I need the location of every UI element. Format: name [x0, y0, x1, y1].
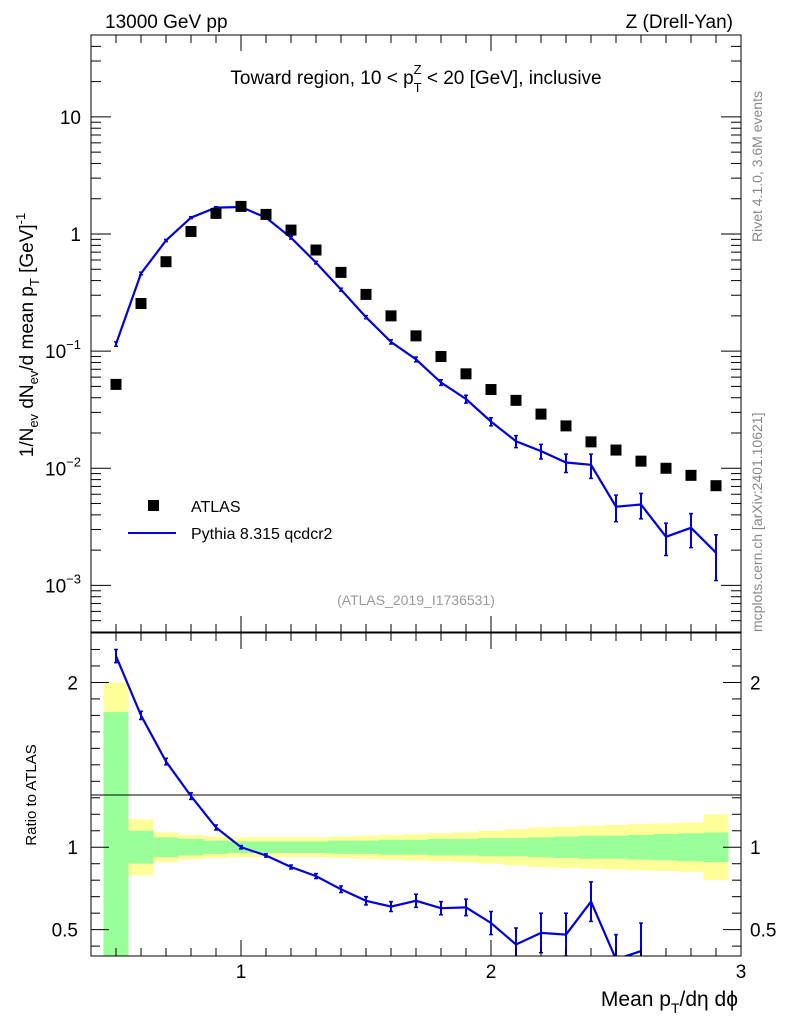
x-tick-label: 1 [236, 962, 247, 983]
legend-label-atlas: ATLAS [191, 499, 241, 516]
atlas-data-point [385, 310, 397, 322]
ratio-band-inner [128, 830, 154, 864]
ratio-band-inner [428, 838, 454, 856]
ratio-band-inner [628, 834, 654, 860]
atlas-data-point [585, 436, 597, 448]
ratio-band-inner [653, 834, 679, 861]
main-data-layer [110, 200, 722, 582]
ratio-band-inner [553, 836, 579, 858]
atlas-data-point [110, 378, 122, 390]
ratio-y-axis-label: Ratio to ATLAS [23, 744, 40, 845]
atlas-data-point [310, 244, 322, 256]
ratio-band-inner [103, 712, 129, 956]
ratio-band-inner [153, 837, 179, 858]
ratio-tick-labels: 0.5 0.5 1 1 2 2 1 2 3 [52, 673, 777, 983]
atlas-data-point [360, 288, 372, 300]
main-y-ticks [91, 34, 741, 633]
ratio-band-inner [328, 840, 354, 854]
ratio-band-inner [203, 840, 229, 854]
legend-marker-atlas [148, 500, 159, 511]
atlas-data-point [485, 384, 497, 396]
atlas-data-point [235, 200, 247, 212]
header-right: Z (Drell-Yan) [626, 12, 733, 33]
atlas-data-point [460, 368, 472, 380]
main-y-axis-label: 1/Nev dNev/d mean pT [GeV]-1 [13, 213, 42, 458]
ratio-y-tick-label: 0.5 [52, 921, 78, 942]
ratio-band-inner [478, 838, 504, 857]
main-y-tick-labels: 10 1 10−1 10−2 10−3 [45, 108, 81, 598]
rivet-label: Rivet 4.1.0, 3.6M events [749, 91, 765, 242]
main-y-tick-label: 10−1 [45, 337, 81, 363]
ratio-data-layer [114, 648, 643, 956]
ratio-band-inner [503, 838, 529, 857]
atlas-data-point [260, 208, 272, 220]
ratio-mc-line [114, 655, 642, 956]
legend: ATLAS Pythia 8.315 qcdcr2 [128, 499, 333, 543]
ratio-y-tick-label-right: 2 [750, 673, 761, 694]
analysis-watermark: (ATLAS_2019_I1736531) [337, 592, 495, 608]
atlas-data-point [335, 266, 347, 278]
x-tick-label: 2 [486, 962, 497, 983]
ratio-band-inner [178, 838, 204, 856]
header-left: 13000 GeV pp [105, 12, 228, 33]
atlas-data-point [210, 207, 222, 219]
atlas-data-point [435, 350, 447, 362]
ratio-panel: 0.5 0.5 1 1 2 2 1 2 3 Ratio to ATLAS Mean pT/dη … [23, 632, 777, 1016]
atlas-data-point [710, 480, 722, 492]
ratio-band-inner [403, 839, 429, 855]
ratio-bands [103, 682, 729, 956]
main-y-tick-label: 10−3 [45, 571, 81, 597]
plot-title: Toward region, 10 < pTZ < 20 [GeV], incl… [230, 62, 601, 95]
ratio-y-tick-label: 2 [67, 673, 78, 694]
atlas-data-point [285, 224, 297, 236]
main-y-tick-label: 10−2 [45, 454, 81, 480]
x-axis-label: Mean pT/dη dϕ [601, 988, 738, 1016]
x-tick-label: 3 [736, 962, 747, 983]
atlas-data-point [535, 408, 547, 420]
ratio-band-inner [278, 841, 304, 854]
ratio-band-inner [378, 839, 404, 855]
ratio-band-inner [453, 838, 479, 856]
main-x-ticks [115, 35, 742, 632]
atlas-data-point [660, 462, 672, 474]
mcplots-label: mcplots.cern.ch [arXiv:2401.10621] [749, 413, 765, 632]
ratio-y-tick-label-right: 0.5 [750, 921, 776, 942]
ratio-y-tick-label-right: 1 [750, 838, 761, 859]
atlas-data-point [610, 444, 622, 456]
ratio-band-inner [678, 833, 704, 862]
ratio-band-inner [528, 837, 554, 858]
atlas-data-point [160, 256, 172, 268]
ratio-band-inner [603, 835, 629, 859]
atlas-data-point [510, 394, 522, 406]
main-panel: 10 1 10−1 10−2 10−3 Toward region, 10 < pTZ … [13, 34, 742, 633]
legend-label-pythia: Pythia 8.315 qcdcr2 [191, 526, 333, 543]
atlas-data-point [410, 330, 422, 342]
main-y-tick-label: 1 [70, 225, 81, 246]
atlas-data-point [560, 420, 572, 432]
atlas-data-point [135, 298, 147, 310]
ratio-y-tick-label: 1 [67, 838, 78, 859]
ratio-band-inner [353, 840, 379, 854]
ratio-band-inner [578, 835, 604, 859]
ratio-band-inner [253, 841, 279, 854]
atlas-data-point [685, 469, 697, 481]
atlas-data-point [635, 455, 647, 467]
main-y-tick-label: 10 [60, 108, 81, 129]
ratio-band-inner [303, 841, 329, 854]
ratio-ticks [91, 633, 742, 956]
atlas-data-point [185, 226, 197, 238]
